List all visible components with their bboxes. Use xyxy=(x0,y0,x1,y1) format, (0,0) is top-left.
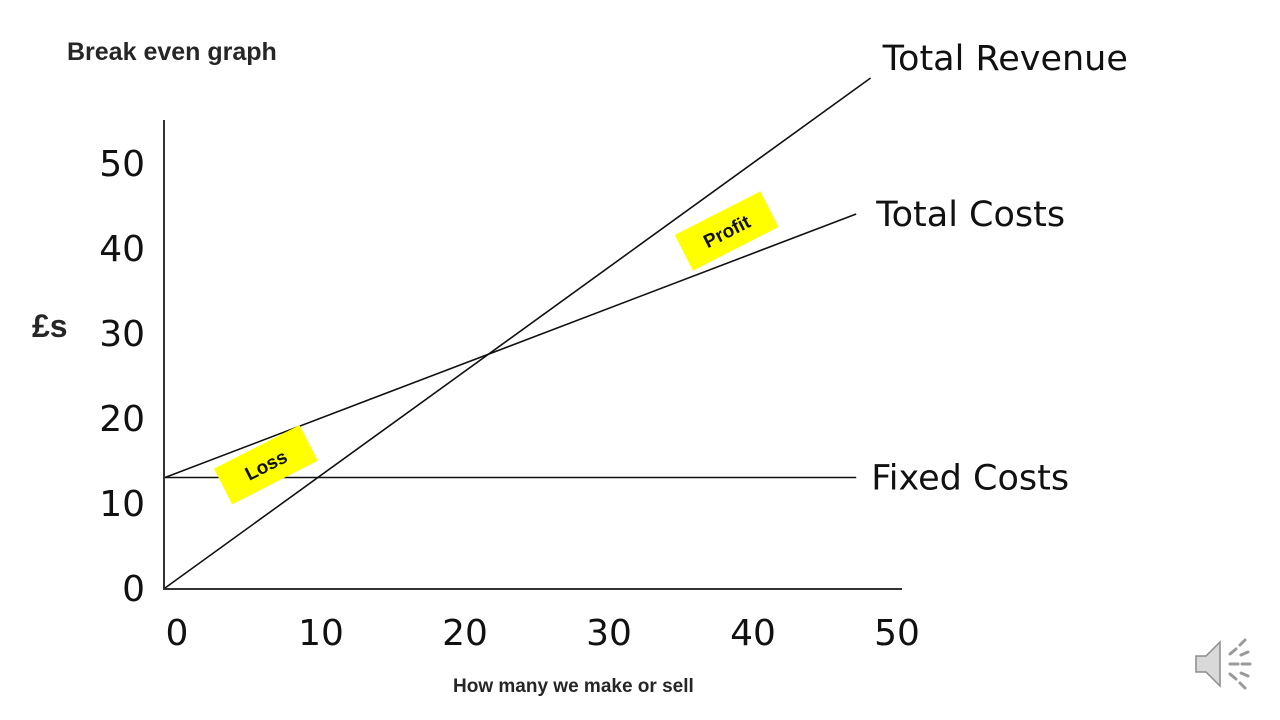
x-tick-label: 40 xyxy=(730,613,776,654)
x-tick-label: 30 xyxy=(586,613,632,654)
annotation-loss: Loss xyxy=(213,425,318,505)
slide-title: Break even graph xyxy=(67,38,277,66)
series-total-revenue-line xyxy=(164,77,872,589)
y-tick-label: 10 xyxy=(99,484,145,525)
annotation-loss-box xyxy=(213,425,318,505)
series-fixed-costs-label: Fixed Costs xyxy=(871,459,1069,499)
x-tick-label: 10 xyxy=(298,613,344,654)
x-tick-label: 50 xyxy=(874,613,920,654)
series-total-revenue-label: Total Revenue xyxy=(882,39,1128,79)
y-tick-label: 20 xyxy=(99,399,145,440)
series-total-costs-label: Total Costs xyxy=(875,195,1065,235)
annotation-profit-box xyxy=(674,191,779,271)
annotation-profit: Profit xyxy=(674,191,779,271)
x-tick-label: 20 xyxy=(442,613,488,654)
speaker-icon[interactable] xyxy=(1190,634,1256,694)
series-total-costs-line xyxy=(164,213,857,479)
y-tick-label: 30 xyxy=(99,314,145,355)
x-tick-label: 0 xyxy=(166,613,189,654)
y-tick-label: 40 xyxy=(99,229,145,270)
y-tick-label: 0 xyxy=(122,569,145,610)
x-axis-title: How many we make or sell xyxy=(453,676,694,697)
y-tick-label: 50 xyxy=(99,144,145,185)
y-axis-title: £s xyxy=(32,308,68,344)
